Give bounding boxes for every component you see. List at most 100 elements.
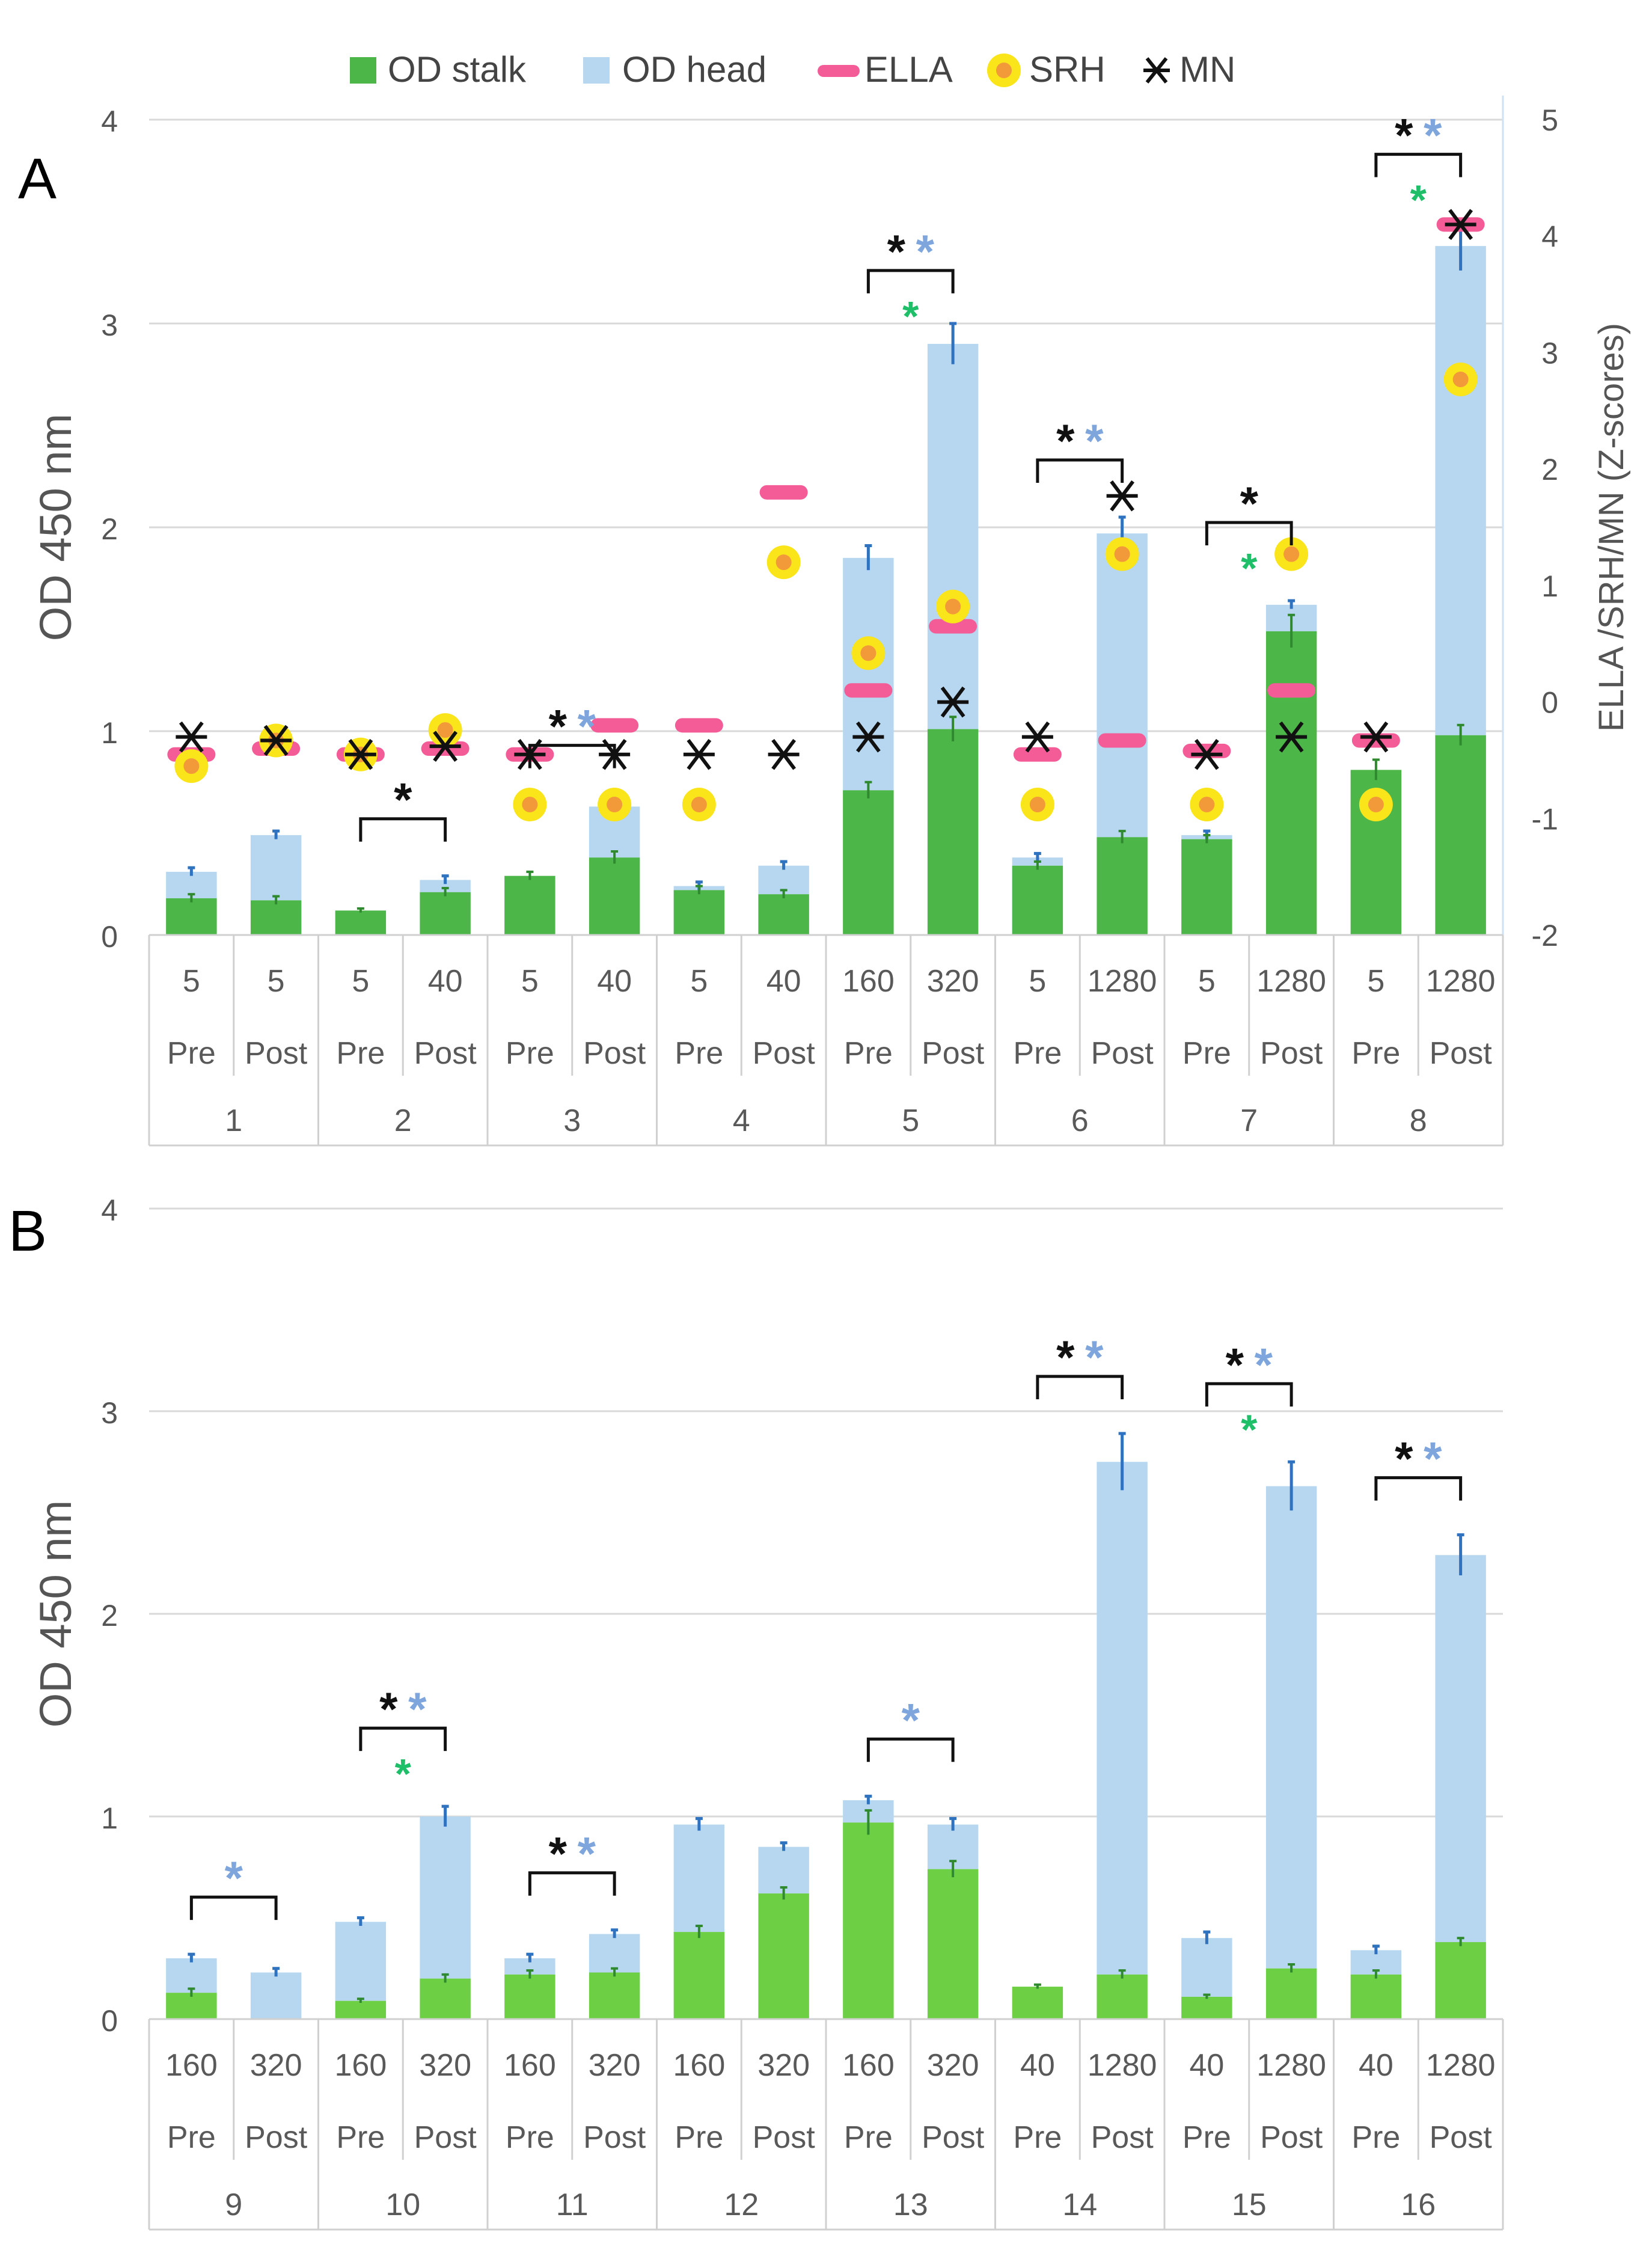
stalk-bar [758,1893,809,2019]
significance-star: * [1226,1338,1244,1391]
ella-marker [675,718,723,733]
timepoint-label: Pre [1182,2120,1231,2155]
y2-tick-label: 1 [1541,569,1558,603]
titer-label: 1280 [1256,964,1326,999]
head-bar [335,1922,387,2001]
y2-tick-label: -2 [1532,919,1558,952]
significance-star: * [887,225,906,278]
head-bar [250,1972,302,2019]
significance-bracket [1374,1476,1463,1501]
titer-label: 40 [1189,2048,1224,2083]
mn-marker-stroke [940,686,965,718]
stalk-bar [166,898,217,935]
titer-label: 5 [1029,964,1046,999]
head-bar [927,343,979,729]
stalk-bar [673,1932,725,2019]
significance-star-green: * [902,293,919,340]
stalk-bar [927,1869,979,2019]
ella-marker [759,485,808,500]
mn-marker-stroke [433,731,458,762]
stalk-bar [1012,1987,1063,2019]
mn-marker-stroke [179,721,204,753]
significance-star: * [1424,1432,1442,1485]
ella-marker [1098,733,1146,748]
stalk-bar [1350,1974,1402,2019]
titer-label: 40 [1359,2048,1393,2083]
titer-label: 40 [428,964,463,999]
y-tick-label: 0 [101,920,118,954]
timepoint-label: Post [414,1036,477,1071]
ella-marker [929,619,977,634]
head-bar [1097,533,1148,838]
timepoint-label: Post [1091,2120,1154,2155]
timepoint-label: Pre [506,1036,554,1071]
timepoint-label: Pre [844,2120,893,2155]
srh-marker-inner [522,797,538,813]
y2-tick-label: -1 [1532,802,1558,836]
timepoint-label: Post [245,1036,308,1071]
srh-marker-inner [776,554,792,571]
stalk-bar [250,900,302,935]
timepoint-label: Pre [336,2120,385,2155]
significance-bracket [866,269,955,293]
stalk-bar [335,910,387,935]
stalk-bar [589,857,640,935]
titer-label: 5 [521,964,539,999]
y-tick-label: 1 [101,716,118,750]
y-tick-label: 4 [101,105,118,138]
timepoint-label: Post [583,1036,646,1071]
legend-mn-label: MN [1179,49,1235,90]
timepoint-label: Post [1260,1036,1323,1071]
significance-star: * [1085,414,1104,467]
head-bar [420,880,471,892]
srh-marker-inner [1114,546,1130,562]
titer-label: 1280 [1088,964,1157,999]
significance-star: * [1085,1331,1104,1384]
srh-marker-inner [1368,797,1384,813]
legend-ella-label: ELLA [864,49,953,90]
ella-marker [1267,683,1316,698]
timepoint-label: Pre [1351,1036,1400,1071]
stalk-bar [673,890,725,935]
y2-tick-label: 2 [1541,453,1558,486]
head-bar [250,835,302,901]
titer-label: 160 [673,2048,725,2083]
y-tick-label: 0 [101,2004,118,2038]
timepoint-label: Post [1091,1036,1154,1071]
significance-star: * [1255,1338,1273,1391]
significance-star: * [225,1851,243,1904]
legend-srh-marker-inner [996,63,1012,78]
mn-marker-stroke [1279,721,1304,753]
significance-bracket [528,1871,616,1896]
subject-label: 1 [225,1103,242,1138]
significance-star: * [578,1827,596,1880]
titer-label: 160 [334,2048,387,2083]
titer-label: 5 [1367,964,1384,999]
srh-marker-inner [183,758,200,774]
stalk-bar [589,1972,640,2019]
titer-label: 1280 [1256,2048,1326,2083]
titer-label: 320 [419,2048,471,2083]
srh-marker-inner [945,598,961,615]
y2-axis-title: ELLA /SRH/MN (Z-scores) [1592,323,1631,732]
legend-head-label: OD head [622,49,766,90]
y2-tick-label: 5 [1541,103,1558,137]
significance-bracket [1205,1382,1293,1407]
timepoint-label: Pre [675,1036,723,1071]
y-tick-label: 3 [101,1396,118,1430]
timepoint-label: Post [1430,1036,1493,1071]
timepoint-label: Pre [1013,2120,1062,2155]
timepoint-label: Post [414,2120,477,2155]
y-tick-label: 1 [101,1801,118,1835]
timepoint-label: Pre [675,2120,723,2155]
y2-tick-label: 3 [1541,336,1558,370]
significance-bracket [1205,521,1293,546]
subject-label: 12 [724,2187,759,2222]
stalk-bar [504,1974,555,2019]
srh-marker-inner [1283,546,1300,562]
timepoint-label: Post [922,2120,985,2155]
significance-star: * [578,700,596,753]
stalk-bar [504,875,555,935]
subject-label: 11 [556,2187,589,2222]
